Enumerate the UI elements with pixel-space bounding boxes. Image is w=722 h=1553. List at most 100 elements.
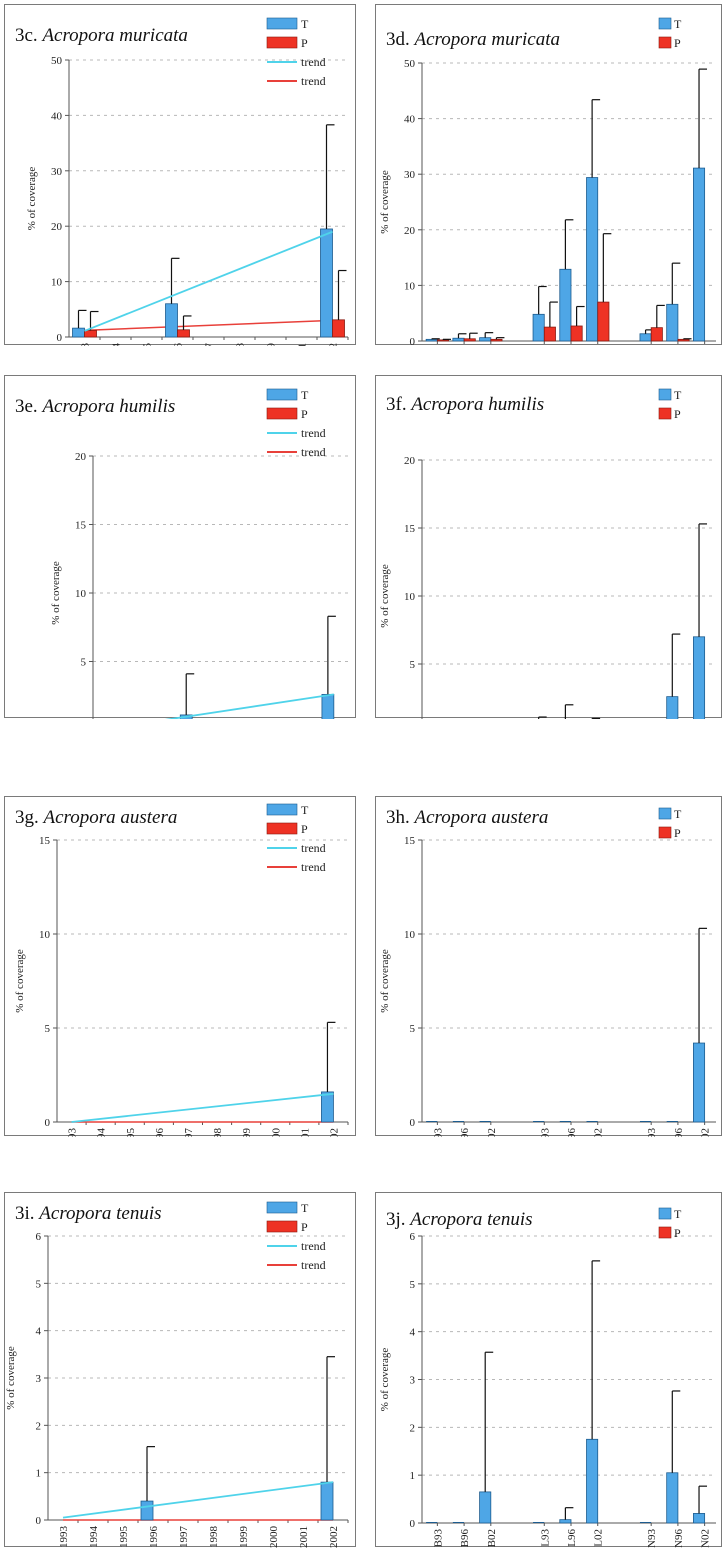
y-axis-label: % of coverage (14, 949, 26, 1013)
x-tick-label: 1993 (58, 1526, 70, 1549)
legend-label: T (674, 807, 682, 821)
bar-T-N96 (666, 696, 679, 719)
y-tick-label: 0 (410, 336, 416, 346)
x-tick-label: 1996 (173, 343, 185, 347)
legend-label: T (301, 388, 309, 402)
chart-3j: 3j. Acropora tenuis 0 1 2 3 4 5 6 % of coverage B… (379, 1207, 716, 1548)
y-tick-label: 6 (410, 1231, 416, 1243)
chart-panel-3i: 3i. Acropora tenuis 0 1 2 3 4 5 6 % of coverage 1… (4, 1192, 356, 1549)
legend: TP (658, 388, 682, 421)
legend-label: T (301, 803, 309, 817)
y-tick-label: 50 (51, 55, 63, 67)
bar-T-N93 (639, 333, 652, 342)
y-tick-label: 10 (39, 929, 51, 941)
bar-T-N96 (666, 1472, 679, 1524)
x-tick-label: 1993 (80, 343, 92, 347)
legend-swatch-P (658, 36, 672, 49)
y-tick-label: 50 (404, 58, 416, 70)
x-tick-label: L93 (539, 1128, 551, 1137)
chart-title-3i: 3i. Acropora tenuis (15, 1203, 162, 1224)
y-tick-label: 20 (75, 451, 87, 463)
legend: TP (658, 807, 682, 840)
bar-T-L02 (586, 177, 599, 342)
chart-panel-3e: 3e. Acropora humilis05101520% of coverag… (4, 375, 356, 719)
legend-label: T (674, 1207, 682, 1221)
legend-label: P (301, 36, 308, 50)
y-tick-label: 30 (51, 166, 63, 178)
y-tick-label: 10 (404, 591, 416, 603)
x-tick-label: N93 (646, 1128, 658, 1137)
chart-3d: 3d. Acropora muricata 0 10 20 30 40 50 % of cov… (379, 17, 716, 346)
y-axis-label: % of coverage (379, 1348, 391, 1412)
y-tick-label: 30 (404, 169, 416, 181)
x-tick-label: 2002 (328, 343, 340, 346)
x-tick-label: B96 (459, 1529, 471, 1548)
x-tick-label: 2001 (297, 343, 309, 346)
x-tick-label: L93 (539, 1529, 551, 1547)
bar-T-1993 (72, 327, 85, 338)
x-tick-label: 2001 (298, 1526, 310, 1548)
bar-T-2002 (320, 1481, 334, 1521)
chart-title-species: Acropora tenuis (37, 1203, 161, 1224)
legend-swatch-P (266, 822, 298, 835)
legend-label: trend (301, 1258, 326, 1272)
x-tick-label: L96 (566, 1128, 578, 1137)
bar-P-B93 (436, 339, 449, 342)
legend-label: T (301, 17, 309, 31)
y-tick-label: 4 (410, 1327, 416, 1339)
x-tick-label: L02 (593, 1529, 605, 1547)
x-tick-label: N96 (673, 1128, 685, 1137)
x-tick-label: 1994 (96, 1128, 108, 1138)
chart-title-prefix: 3d. (386, 29, 410, 50)
y-axis-label: % of coverage (379, 170, 391, 234)
x-tick-label: 1997 (183, 1128, 195, 1138)
chart-title-3g: 3g. Acropora austera (15, 807, 177, 828)
legend-label: P (301, 822, 308, 836)
y-tick-label: 4 (36, 1326, 42, 1338)
chart-title-prefix: 3i. (15, 1203, 35, 1224)
bar-T-N02 (693, 1042, 706, 1123)
legend-label: trend (301, 74, 326, 88)
y-tick-label: 3 (36, 1373, 42, 1385)
legend-label: T (674, 388, 682, 402)
legend: TP (658, 1207, 682, 1240)
chart-title-3d: 3d. Acropora muricata (386, 29, 560, 50)
legend-swatch-T (266, 803, 298, 816)
chart-title-3c: 3c. Acropora muricata (15, 25, 188, 46)
y-tick-label: 20 (51, 221, 63, 233)
chart-3e: 3e. Acropora humilis05101520% of coverag… (15, 388, 348, 719)
y-tick-label: 15 (75, 520, 87, 532)
y-axis-label: % of coverage (50, 561, 62, 625)
y-tick-label: 2 (36, 1420, 42, 1432)
chart-title-species: Acropora austera (42, 807, 178, 828)
x-tick-label: 1998 (235, 343, 247, 347)
bar-T-2002 (321, 693, 335, 719)
bar-T-N02 (693, 636, 706, 719)
bar-P-L02 (597, 301, 610, 342)
chart-title-prefix: 3j. (386, 1209, 406, 1230)
legend-label: trend (301, 55, 326, 69)
y-tick-label: 0 (36, 1515, 42, 1527)
y-tick-label: 6 (36, 1231, 42, 1243)
y-tick-label: 15 (404, 523, 416, 535)
legend-swatch-T (266, 17, 298, 30)
bar-T-L96 (559, 1519, 572, 1524)
bar-T-B02 (479, 337, 492, 342)
x-tick-label: 1995 (125, 1128, 137, 1138)
chart-title-species: Acropora humilis (409, 394, 544, 415)
chart-3c: 3c. Acropora muricata 0 10 20 30 40 50 % of cov… (15, 17, 349, 347)
chart-title-prefix: 3f. (386, 394, 407, 415)
trend-line-T (62, 1481, 334, 1519)
chart-panel-3g: 3g. Acropora austera 0 5 10 15 % of coverage 1… (4, 796, 356, 1138)
bar-T-L96 (559, 268, 572, 342)
y-tick-label: 20 (404, 225, 416, 237)
y-tick-label: 10 (75, 588, 87, 600)
legend-label: P (674, 407, 681, 421)
bar-P-N93 (650, 327, 663, 342)
bar-T-L93 (532, 313, 545, 342)
trend-line-P (84, 319, 333, 332)
bar-P-2002 (332, 319, 345, 338)
x-tick-label: L96 (566, 1529, 578, 1547)
y-tick-label: 5 (45, 1023, 51, 1035)
